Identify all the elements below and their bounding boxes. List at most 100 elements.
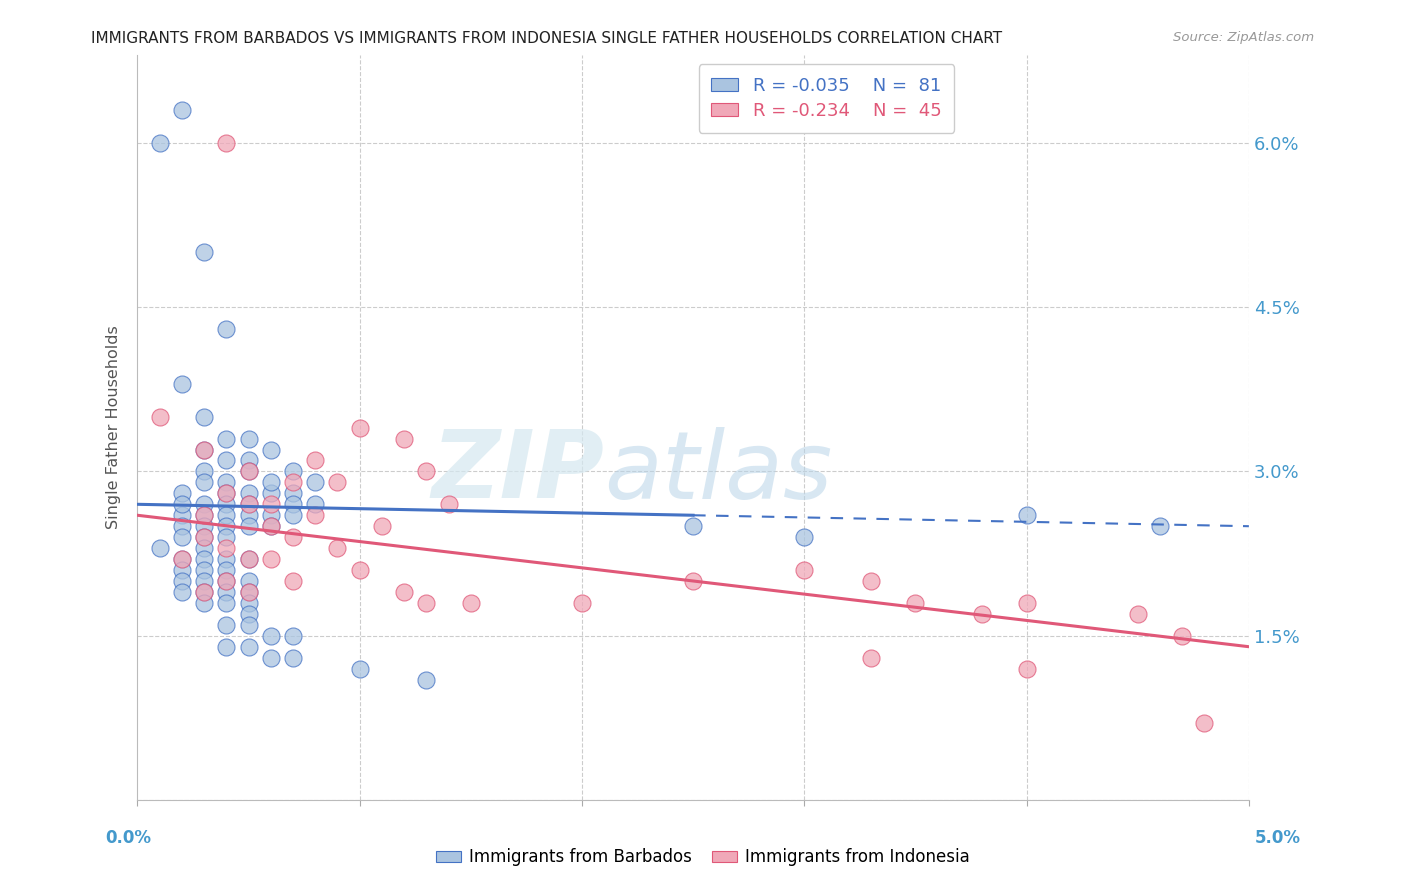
Point [238, 486, 260, 500]
Point [215, 136, 238, 150]
Point [238, 465, 260, 479]
Point [238, 453, 260, 467]
Point [238, 508, 260, 523]
Point [281, 475, 304, 490]
Point [437, 497, 460, 511]
Point [260, 442, 283, 457]
Point [215, 563, 238, 577]
Point [238, 497, 260, 511]
Point [260, 519, 283, 533]
Text: atlas: atlas [605, 426, 832, 518]
Point [260, 475, 283, 490]
Point [170, 552, 193, 566]
Point [972, 607, 994, 621]
Point [215, 541, 238, 555]
Point [238, 574, 260, 588]
Point [281, 497, 304, 511]
Point [170, 103, 193, 117]
Point [415, 596, 437, 610]
Point [193, 442, 215, 457]
Point [281, 574, 304, 588]
Point [859, 650, 882, 665]
Point [238, 465, 260, 479]
Point [1015, 508, 1038, 523]
Point [170, 508, 193, 523]
Point [193, 409, 215, 424]
Legend: Immigrants from Barbados, Immigrants from Indonesia: Immigrants from Barbados, Immigrants fro… [429, 842, 977, 873]
Point [215, 552, 238, 566]
Point [460, 596, 482, 610]
Text: 5.0%: 5.0% [1254, 829, 1301, 847]
Point [304, 453, 326, 467]
Point [349, 662, 371, 676]
Point [281, 508, 304, 523]
Point [215, 475, 238, 490]
Point [349, 563, 371, 577]
Point [215, 596, 238, 610]
Point [215, 453, 238, 467]
Point [304, 475, 326, 490]
Point [571, 596, 593, 610]
Point [215, 585, 238, 599]
Text: IMMIGRANTS FROM BARBADOS VS IMMIGRANTS FROM INDONESIA SINGLE FATHER HOUSEHOLDS C: IMMIGRANTS FROM BARBADOS VS IMMIGRANTS F… [91, 31, 1002, 46]
Point [238, 640, 260, 654]
Point [392, 585, 415, 599]
Point [215, 486, 238, 500]
Point [238, 617, 260, 632]
Point [193, 596, 215, 610]
Point [415, 465, 437, 479]
Point [281, 486, 304, 500]
Point [170, 486, 193, 500]
Point [1149, 519, 1171, 533]
Point [170, 519, 193, 533]
Point [170, 585, 193, 599]
Point [215, 530, 238, 544]
Point [193, 442, 215, 457]
Point [193, 552, 215, 566]
Point [793, 530, 815, 544]
Point [193, 497, 215, 511]
Point [260, 497, 283, 511]
Point [260, 629, 283, 643]
Point [170, 574, 193, 588]
Point [326, 475, 349, 490]
Point [238, 607, 260, 621]
Point [193, 465, 215, 479]
Point [326, 541, 349, 555]
Point [215, 432, 238, 446]
Point [281, 650, 304, 665]
Point [859, 574, 882, 588]
Point [193, 563, 215, 577]
Point [215, 508, 238, 523]
Point [215, 519, 238, 533]
Point [238, 552, 260, 566]
Point [193, 574, 215, 588]
Point [170, 376, 193, 391]
Point [193, 519, 215, 533]
Point [682, 574, 704, 588]
Point [238, 596, 260, 610]
Point [281, 465, 304, 479]
Point [281, 629, 304, 643]
Point [215, 574, 238, 588]
Text: ZIP: ZIP [432, 426, 605, 518]
Point [260, 508, 283, 523]
Point [304, 497, 326, 511]
Point [215, 486, 238, 500]
Point [149, 409, 172, 424]
Y-axis label: Single Father Households: Single Father Households [107, 326, 121, 530]
Point [149, 136, 172, 150]
Text: 0.0%: 0.0% [105, 829, 152, 847]
Point [215, 574, 238, 588]
Point [238, 585, 260, 599]
Point [193, 530, 215, 544]
Point [349, 420, 371, 434]
Point [193, 585, 215, 599]
Point [193, 530, 215, 544]
Point [238, 585, 260, 599]
Point [392, 432, 415, 446]
Point [193, 585, 215, 599]
Point [215, 497, 238, 511]
Point [215, 640, 238, 654]
Point [904, 596, 927, 610]
